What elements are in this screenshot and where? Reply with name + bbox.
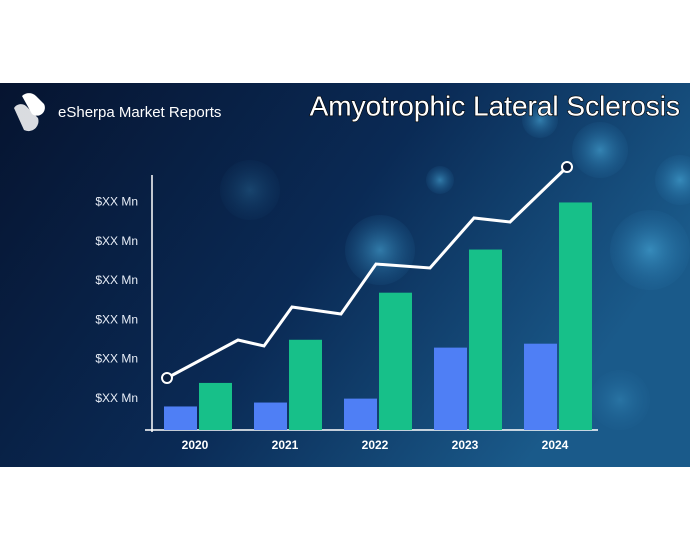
bar	[524, 343, 557, 430]
trend-start	[161, 372, 173, 384]
chart-title: Amyotrophic Lateral Sclerosis	[310, 90, 680, 121]
brand: eSherpa Market Reports	[58, 104, 221, 121]
x-tick-label: 2023	[452, 438, 479, 452]
y-tick-label: $XX Mn	[95, 234, 138, 248]
y-tick-label: $XX Mn	[95, 195, 138, 209]
bar	[559, 202, 592, 430]
logo: eSherpa Market Reports	[14, 93, 221, 132]
x-tick-label: 2020	[182, 438, 209, 452]
bar	[199, 382, 232, 430]
bar	[289, 339, 322, 430]
bar	[469, 249, 502, 430]
y-tick-label: $XX Mn	[95, 391, 138, 405]
x-tick-label: 2024	[542, 438, 569, 452]
trend-end	[561, 161, 573, 173]
decoration	[220, 102, 690, 430]
trend-line	[166, 165, 569, 380]
y-tick-label: $XX Mn	[95, 352, 138, 366]
bar	[379, 292, 412, 430]
y-tick-label: $XX Mn	[95, 273, 138, 287]
x-tick-label: 2021	[272, 438, 299, 452]
bar	[434, 347, 467, 430]
bar	[254, 402, 287, 430]
x-tick-label: 2022	[362, 438, 389, 452]
bar	[164, 406, 197, 430]
bar	[344, 398, 377, 430]
y-tick-label: $XX Mn	[95, 312, 138, 326]
